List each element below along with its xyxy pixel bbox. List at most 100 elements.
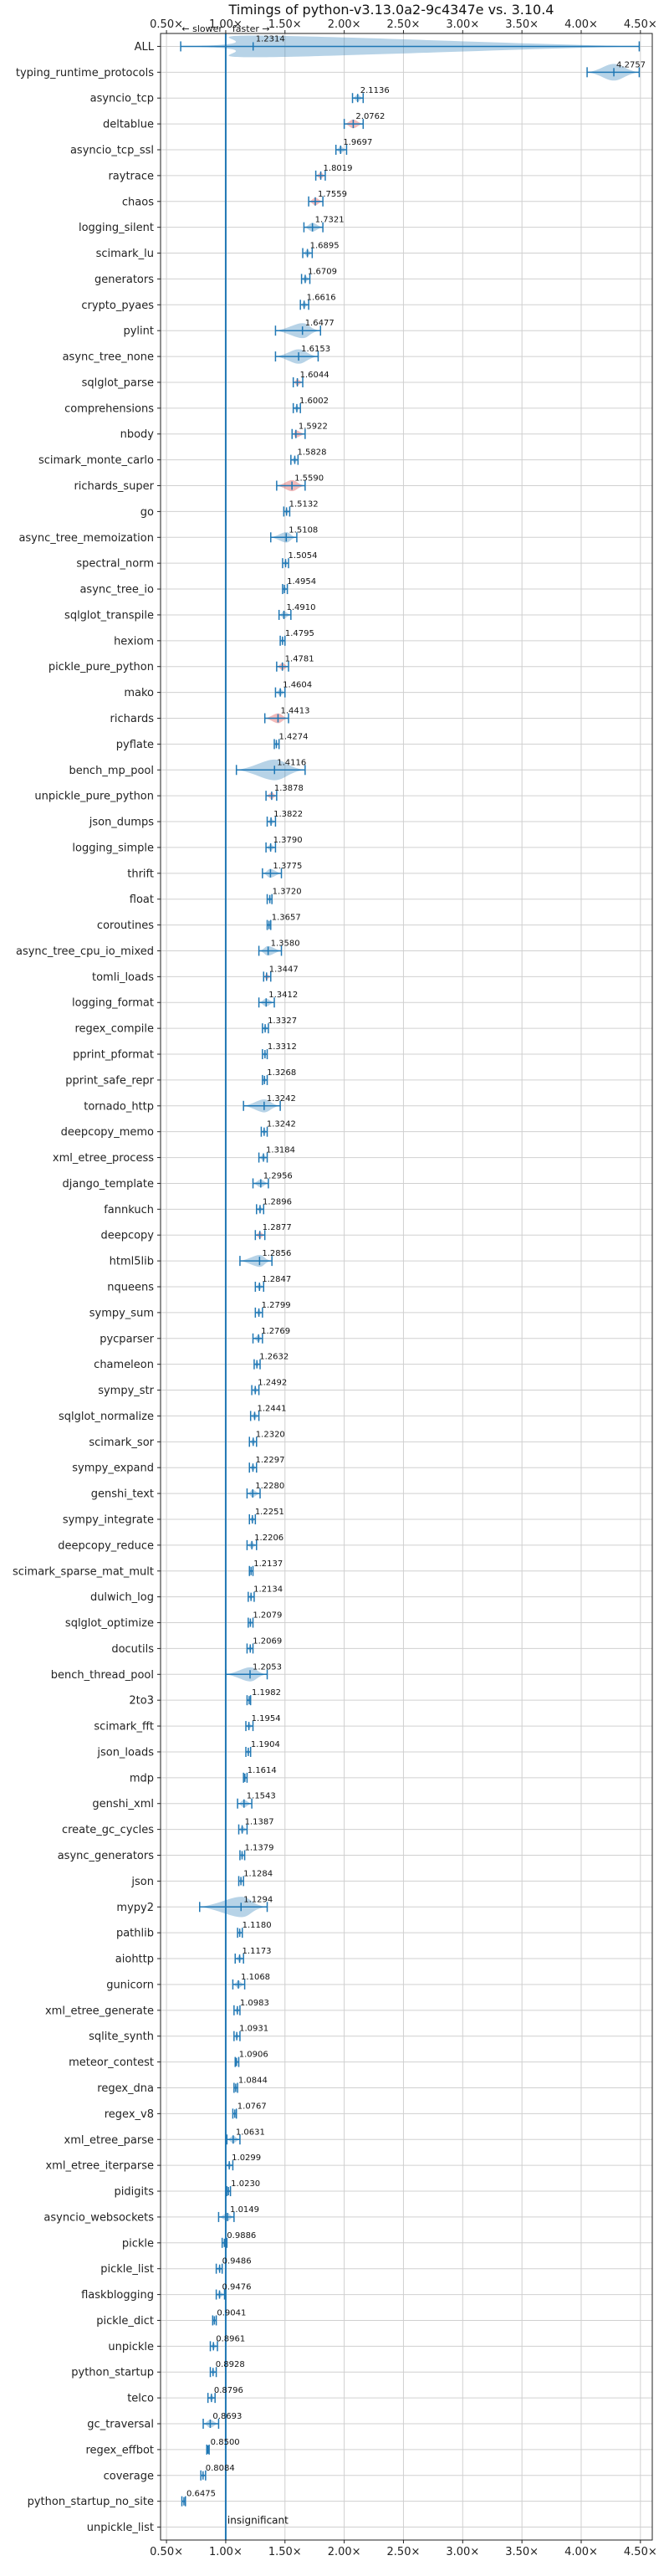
value-label: 1.2206 [254,1534,283,1543]
category-label: deepcopy [100,1230,154,1242]
value-label: 1.1543 [247,1792,276,1801]
value-label: 1.2320 [256,1430,285,1439]
value-label: 1.0844 [238,2076,268,2085]
value-label: 1.5108 [289,525,318,535]
value-label: 1.3775 [273,862,302,871]
value-label: 1.2079 [253,1611,282,1621]
value-label: 1.1904 [251,1740,280,1749]
category-label: genshi_xml [92,1798,154,1810]
category-label: logging_silent [79,222,154,234]
value-label: 0.8693 [212,2412,242,2421]
value-label: 0.9886 [227,2231,256,2241]
value-label: 1.2280 [255,1482,284,1491]
category-label: asyncio_tcp [90,93,154,105]
value-label: 1.2069 [253,1636,282,1646]
category-label: nbody [120,428,155,441]
category-label: meteor_contest [69,2056,154,2069]
category-label: sympy_str [98,1385,154,1397]
x-tick-label-bottom: 3.50× [505,2546,539,2558]
category-label: scimark_lu [96,248,154,260]
category-label: tornado_http [84,1100,154,1113]
category-label: richards_super [74,480,154,493]
category-label: unpickle [108,2341,154,2353]
value-label: 1.0230 [231,2179,260,2189]
category-label: asyncio_tcp_ssl [70,144,154,156]
category-label: gunicorn [106,1979,154,1991]
category-label: regex_v8 [105,2108,154,2121]
value-label: 1.3878 [274,784,304,793]
category-label: html5lib [110,1256,154,1268]
value-label: 0.9041 [217,2308,246,2317]
slower-label: ← slower [181,23,222,34]
x-tick-label-top: 1.00× [209,18,243,31]
category-label: sqlite_synth [89,2031,154,2043]
x-tick-label-top: 2.50× [387,18,421,31]
value-label: 1.8019 [324,164,353,173]
category-label: xml_etree_parse [64,2134,154,2147]
category-label: xml_etree_process [53,1152,154,1165]
x-tick-label-top: 1.50× [268,18,302,31]
category-label: coverage [104,2470,154,2482]
value-label: 1.2053 [253,1662,282,1672]
value-label: 1.3312 [268,1042,297,1052]
value-label: 1.6895 [310,242,340,251]
category-label: pprint_pformat [73,1049,154,1062]
value-label: 1.2956 [263,1171,293,1180]
value-label: 1.6477 [305,319,334,328]
category-label: crypto_pyaes [81,300,154,312]
value-label: 1.9697 [343,138,372,147]
value-label: 1.1379 [244,1844,273,1853]
category-label: json [130,1876,154,1888]
category-label: async_tree_none [63,351,154,364]
category-label: regex_effbot [85,2444,154,2456]
value-label: 1.6709 [308,267,337,276]
value-label: 1.1173 [243,1947,272,1956]
value-label: 1.3580 [271,939,300,948]
category-label: aiohttp [115,1954,154,1966]
value-label: 1.2492 [258,1379,287,1388]
category-label: telco [127,2393,154,2405]
value-label: 0.8961 [216,2334,245,2343]
x-tick-label-bottom: 3.00× [446,2546,479,2558]
insignificant-label: insignificant [227,2515,289,2527]
category-label: sqlglot_normalize [59,1411,154,1423]
value-label: 1.5132 [289,499,319,509]
x-tick-label-bottom: 2.00× [328,2546,361,2558]
category-label: pidigits [115,2186,155,2199]
category-label: fannkuch [104,1204,154,1216]
category-label: pyflate [116,739,154,751]
value-label: 1.2632 [259,1353,289,1362]
category-label: generators [94,274,154,286]
value-label: 1.0149 [230,2205,259,2215]
category-label: thrift [127,868,154,880]
category-label: flaskblogging [81,2289,154,2302]
value-label: 4.2757 [616,60,646,69]
category-label: sqlglot_parse [82,376,154,389]
category-label: python_startup [71,2367,154,2379]
value-label: 1.4795 [285,629,314,638]
value-label: 1.3242 [267,1094,296,1104]
category-label: create_gc_cycles [62,1824,154,1836]
value-label: 1.3184 [266,1146,295,1155]
category-label: typing_runtime_protocols [16,67,154,79]
value-label: 1.2769 [261,1327,290,1336]
category-label: ALL [135,41,155,54]
category-label: pprint_safe_repr [65,1074,154,1087]
value-label: 1.0631 [236,2128,265,2137]
value-label: 1.1180 [243,1921,272,1930]
category-label: logging_format [72,997,154,1010]
value-label: 0.8928 [216,2360,245,2369]
category-label: raytrace [108,170,154,182]
value-label: 1.2847 [262,1275,291,1284]
category-label: float [130,894,154,906]
value-label: 1.3327 [268,1017,297,1026]
category-label: django_template [63,1178,154,1191]
value-label: 2.0762 [355,112,385,121]
category-label: pickle [122,2237,154,2250]
value-label: 0.8500 [211,2438,240,2447]
category-label: hexiom [114,635,154,648]
value-label: 1.1954 [252,1714,281,1723]
value-label: 1.6153 [301,345,330,354]
category-label: deltablue [103,119,154,131]
category-label: gc_traversal [87,2419,154,2431]
